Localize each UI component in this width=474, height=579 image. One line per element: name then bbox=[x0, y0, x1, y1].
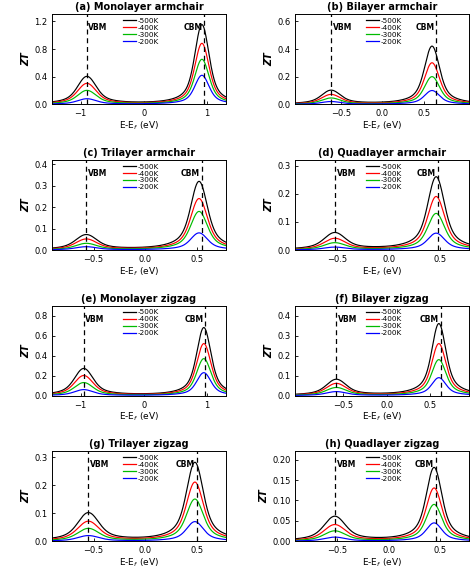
Text: VBM: VBM bbox=[91, 460, 110, 470]
Text: CBM: CBM bbox=[185, 315, 204, 324]
Text: CBM: CBM bbox=[417, 169, 436, 178]
Legend: -500K, -400K, -300K, -200K: -500K, -400K, -300K, -200K bbox=[122, 454, 160, 482]
Legend: -500K, -400K, -300K, -200K: -500K, -400K, -300K, -200K bbox=[365, 454, 403, 482]
Y-axis label: ZT: ZT bbox=[259, 489, 269, 503]
Legend: -500K, -400K, -300K, -200K: -500K, -400K, -300K, -200K bbox=[122, 17, 160, 46]
Legend: -500K, -400K, -300K, -200K: -500K, -400K, -300K, -200K bbox=[122, 309, 160, 337]
Legend: -500K, -400K, -300K, -200K: -500K, -400K, -300K, -200K bbox=[122, 163, 160, 191]
X-axis label: E-E$_f$ (eV): E-E$_f$ (eV) bbox=[119, 556, 159, 569]
Text: VBM: VBM bbox=[85, 315, 104, 324]
Title: (c) Trilayer armchair: (c) Trilayer armchair bbox=[83, 148, 195, 158]
Y-axis label: ZT: ZT bbox=[264, 198, 274, 212]
Y-axis label: ZT: ZT bbox=[21, 344, 31, 358]
Y-axis label: ZT: ZT bbox=[21, 489, 31, 503]
X-axis label: E-E$_f$ (eV): E-E$_f$ (eV) bbox=[119, 265, 159, 278]
Title: (b) Bilayer armchair: (b) Bilayer armchair bbox=[327, 2, 438, 12]
Title: (f) Bilayer zigzag: (f) Bilayer zigzag bbox=[336, 294, 429, 303]
Title: (g) Trilayer zigzag: (g) Trilayer zigzag bbox=[89, 439, 189, 449]
X-axis label: E-E$_f$ (eV): E-E$_f$ (eV) bbox=[119, 411, 159, 423]
Text: CBM: CBM bbox=[415, 460, 434, 470]
X-axis label: E-E$_f$ (eV): E-E$_f$ (eV) bbox=[362, 120, 402, 132]
Y-axis label: ZT: ZT bbox=[264, 344, 274, 358]
X-axis label: E-E$_f$ (eV): E-E$_f$ (eV) bbox=[362, 411, 402, 423]
Legend: -500K, -400K, -300K, -200K: -500K, -400K, -300K, -200K bbox=[365, 309, 403, 337]
Text: VBM: VBM bbox=[333, 24, 352, 32]
Text: VBM: VBM bbox=[337, 460, 356, 470]
Legend: -500K, -400K, -300K, -200K: -500K, -400K, -300K, -200K bbox=[365, 163, 403, 191]
Text: VBM: VBM bbox=[338, 315, 357, 324]
Text: VBM: VBM bbox=[337, 169, 356, 178]
Text: VBM: VBM bbox=[88, 169, 108, 178]
Text: CBM: CBM bbox=[419, 315, 439, 324]
Text: CBM: CBM bbox=[176, 460, 195, 470]
X-axis label: E-E$_f$ (eV): E-E$_f$ (eV) bbox=[119, 120, 159, 132]
Text: VBM: VBM bbox=[88, 24, 108, 32]
Text: CBM: CBM bbox=[415, 24, 435, 32]
Text: CBM: CBM bbox=[183, 24, 202, 32]
Text: CBM: CBM bbox=[181, 169, 200, 178]
Title: (h) Quadlayer zigzag: (h) Quadlayer zigzag bbox=[325, 439, 439, 449]
X-axis label: E-E$_f$ (eV): E-E$_f$ (eV) bbox=[362, 265, 402, 278]
Legend: -500K, -400K, -300K, -200K: -500K, -400K, -300K, -200K bbox=[365, 17, 403, 46]
Title: (d) Quadlayer armchair: (d) Quadlayer armchair bbox=[319, 148, 447, 158]
Y-axis label: ZT: ZT bbox=[264, 53, 274, 67]
Y-axis label: ZT: ZT bbox=[21, 53, 31, 67]
Title: (a) Monolayer armchair: (a) Monolayer armchair bbox=[75, 2, 203, 12]
X-axis label: E-E$_f$ (eV): E-E$_f$ (eV) bbox=[362, 556, 402, 569]
Title: (e) Monolayer zigzag: (e) Monolayer zigzag bbox=[82, 294, 197, 303]
Y-axis label: ZT: ZT bbox=[21, 198, 31, 212]
